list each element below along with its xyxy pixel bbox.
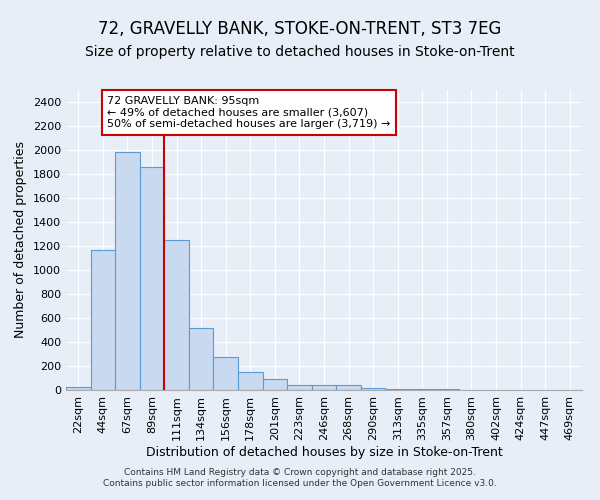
Bar <box>336 386 361 390</box>
Text: Size of property relative to detached houses in Stoke-on-Trent: Size of property relative to detached ho… <box>85 45 515 59</box>
Bar <box>91 250 115 390</box>
Bar <box>115 152 140 390</box>
Bar <box>140 167 164 390</box>
Bar <box>238 372 263 390</box>
Bar <box>164 240 189 390</box>
Bar <box>287 384 312 390</box>
Bar <box>66 387 91 390</box>
X-axis label: Distribution of detached houses by size in Stoke-on-Trent: Distribution of detached houses by size … <box>146 446 502 458</box>
Bar <box>189 328 214 390</box>
Bar <box>385 389 410 390</box>
Text: 72 GRAVELLY BANK: 95sqm
← 49% of detached houses are smaller (3,607)
50% of semi: 72 GRAVELLY BANK: 95sqm ← 49% of detache… <box>107 96 391 129</box>
Bar <box>312 385 336 390</box>
Bar <box>410 389 434 390</box>
Y-axis label: Number of detached properties: Number of detached properties <box>14 142 28 338</box>
Text: Contains HM Land Registry data © Crown copyright and database right 2025.
Contai: Contains HM Land Registry data © Crown c… <box>103 468 497 487</box>
Text: 72, GRAVELLY BANK, STOKE-ON-TRENT, ST3 7EG: 72, GRAVELLY BANK, STOKE-ON-TRENT, ST3 7… <box>98 20 502 38</box>
Bar <box>214 357 238 390</box>
Bar <box>361 388 385 390</box>
Bar <box>263 379 287 390</box>
